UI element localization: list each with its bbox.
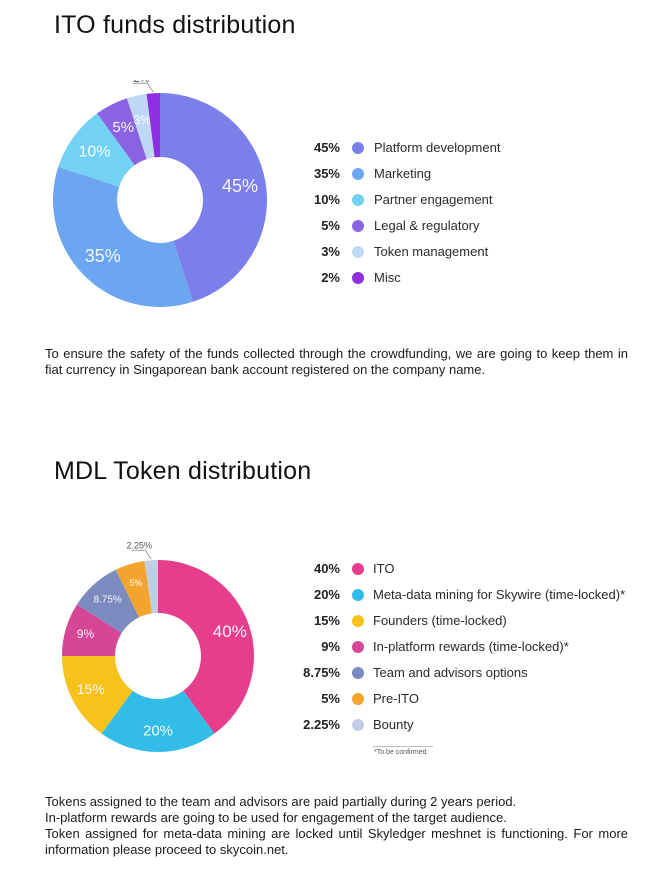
slice-label: 5% <box>112 119 134 136</box>
donut-slice <box>97 98 147 166</box>
legend-label: Misc <box>374 270 401 285</box>
slice-label: 9% <box>77 627 95 641</box>
legend-value: 5% <box>321 691 340 706</box>
legend-value: 2.25% <box>303 717 340 732</box>
slice-label: 10% <box>78 144 110 161</box>
legend-swatch <box>352 589 364 601</box>
legend-value: 10% <box>313 192 340 207</box>
legend-value: 9% <box>321 639 340 654</box>
donut-slice <box>76 569 140 633</box>
legend-label: Token management <box>374 244 489 259</box>
legend-value: 8.75% <box>303 665 340 680</box>
legend-value: 45% <box>313 140 340 155</box>
ito-funds-paragraph: To ensure the safety of the funds collec… <box>45 346 628 377</box>
callout-line <box>131 549 152 560</box>
legend-swatch <box>352 641 364 653</box>
footnote-divider <box>373 746 433 747</box>
mdl-token-title: MDL Token distribution <box>54 457 312 485</box>
legend-swatch <box>352 142 364 154</box>
slice-label: 8.75% <box>93 594 121 605</box>
legend-label: Pre-ITO <box>373 691 419 706</box>
slice-label: 2.25% <box>126 541 152 551</box>
legend-value: 40% <box>313 561 340 576</box>
legend-value: 3% <box>321 244 340 259</box>
legend-label: Founders (time-locked) <box>373 613 507 628</box>
slice-label: 35% <box>85 246 121 266</box>
donut-slice <box>160 93 267 302</box>
slice-label: 40% <box>213 622 247 641</box>
legend-label: Team and advisors options <box>373 665 528 680</box>
donut-slice <box>126 93 155 160</box>
callout-line <box>133 82 154 93</box>
legend-label: Platform development <box>374 140 501 155</box>
donut-slice <box>115 560 152 618</box>
legend-label: Legal & regulatory <box>374 218 480 233</box>
donut-slice <box>58 113 135 187</box>
legend-value: 15% <box>313 613 340 628</box>
donut-slice <box>146 93 160 158</box>
slice-label: 2% <box>133 80 149 85</box>
paragraph-line: In-platform rewards are going to be used… <box>45 810 507 825</box>
legend-swatch <box>352 246 364 258</box>
legend-value: 35% <box>313 166 340 181</box>
legend-label: Marketing <box>374 166 432 181</box>
legend-swatch <box>352 194 364 206</box>
legend-swatch <box>352 272 364 284</box>
legend-value: 5% <box>321 218 340 233</box>
legend-label: ITO <box>373 561 395 576</box>
donut-slice <box>101 690 215 752</box>
ito-funds-donut-chart: 45% 35% 10%5%3% 2% <box>52 80 267 307</box>
slice-label: 5% <box>129 578 142 588</box>
mdl-token-paragraph: Tokens assigned to the team and advisors… <box>45 794 628 858</box>
slice-label: 20% <box>143 722 173 739</box>
legend-swatch <box>352 563 364 575</box>
slice-label: 3% <box>134 113 152 127</box>
legend-swatch <box>352 719 364 731</box>
legend-swatch <box>352 220 364 232</box>
donut-slice <box>52 166 194 307</box>
legend-swatch <box>352 615 364 627</box>
footnote-text: *To be confirmed <box>374 749 427 756</box>
legend-swatch <box>352 168 364 180</box>
mdl-token-donut-chart: 40% 20% 15% 9% 8.75% 5% 2.25% <box>62 541 254 752</box>
donut-slice <box>144 560 158 614</box>
donut-slice <box>62 604 122 656</box>
legend-label: In-platform rewards (time-locked)* <box>373 639 569 654</box>
donut-slice <box>62 656 133 734</box>
ito-funds-title: ITO funds distribution <box>54 11 296 39</box>
legend-label: Meta-data mining for Skywire (time-locke… <box>373 587 626 602</box>
legend-value: 2% <box>321 270 340 285</box>
legend-swatch <box>352 693 364 705</box>
legend-label: Partner engagement <box>374 192 493 207</box>
paragraph-line: Token assigned for meta-data mining are … <box>45 826 628 857</box>
legend-label: Bounty <box>373 717 414 732</box>
paragraph-line: Tokens assigned to the team and advisors… <box>45 794 517 809</box>
donut-slice <box>158 560 254 734</box>
slice-label: 45% <box>222 176 258 196</box>
slice-label: 15% <box>77 681 105 697</box>
legend-value: 20% <box>313 587 340 602</box>
legend-swatch <box>352 667 364 679</box>
